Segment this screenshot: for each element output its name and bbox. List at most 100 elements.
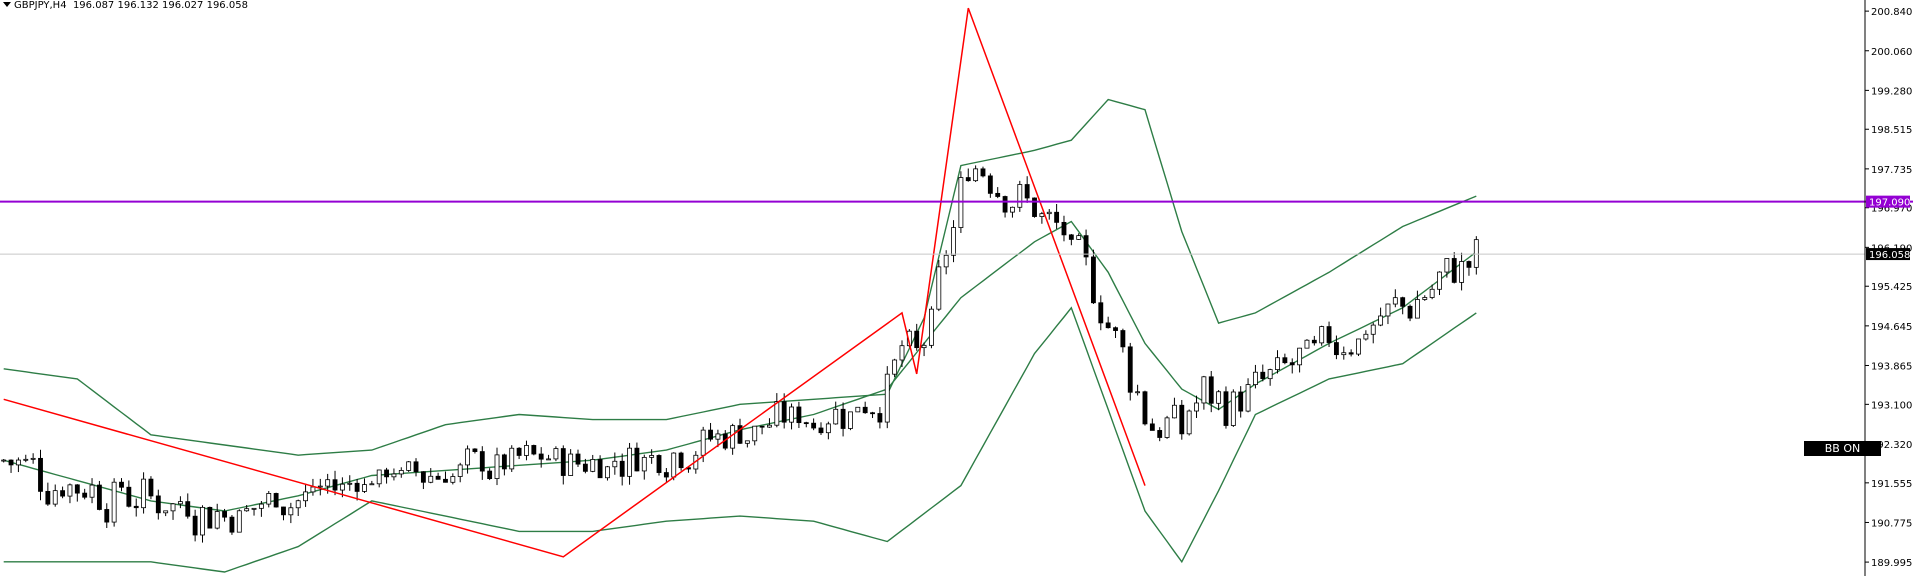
candle: [877, 407, 883, 429]
candle: [1304, 339, 1310, 349]
candle: [627, 442, 632, 485]
candle: [1459, 252, 1465, 291]
candle: [1105, 316, 1111, 329]
y-tick-label: 196.970: [1871, 204, 1912, 215]
candle: [1370, 322, 1376, 344]
candle: [796, 401, 802, 429]
candle: [899, 340, 905, 368]
candle: [398, 467, 404, 478]
candle: [1142, 390, 1148, 426]
candle: [708, 422, 713, 442]
candle: [1297, 347, 1303, 373]
y-tick-label: 189.995: [1871, 558, 1912, 569]
candle: [472, 448, 478, 454]
candle: [273, 492, 279, 508]
high-value: 196.132: [117, 0, 159, 11]
candle: [450, 473, 456, 485]
y-tick-label: 195.425: [1871, 282, 1912, 293]
candle: [60, 486, 66, 499]
candle: [855, 406, 861, 413]
candle: [38, 449, 43, 501]
candle: [870, 411, 875, 419]
candle: [1238, 386, 1244, 418]
candle: [1311, 335, 1317, 346]
candle: [634, 442, 640, 472]
candle: [678, 451, 684, 471]
candle: [1039, 211, 1045, 224]
candle: [89, 478, 95, 504]
candle: [1230, 389, 1236, 427]
upper-band: [3, 98, 1477, 456]
candle: [435, 472, 441, 480]
candle: [553, 446, 559, 462]
candle: [1437, 271, 1442, 296]
candle: [590, 454, 596, 473]
candle: [479, 446, 485, 480]
candle: [951, 220, 956, 263]
candle: [619, 453, 625, 486]
candle: [15, 457, 21, 473]
candle: [789, 403, 794, 430]
candle: [767, 418, 772, 428]
candle: [1201, 375, 1207, 410]
candle: [524, 440, 529, 461]
y-tick-label: 192.320: [1871, 440, 1912, 451]
candle: [965, 168, 971, 182]
close-value: 196.058: [206, 0, 248, 11]
candle: [1098, 295, 1104, 331]
candle: [1260, 364, 1266, 382]
chart-header: GBPJPY,H4 196.087 196.132 196.027 196.05…: [3, 0, 248, 11]
candle: [303, 483, 308, 507]
candle: [222, 508, 228, 522]
candle: [1113, 326, 1118, 339]
candle: [1054, 203, 1060, 229]
candle: [980, 166, 986, 178]
candle: [1407, 304, 1413, 322]
candle: [818, 422, 824, 435]
candle: [1473, 236, 1479, 275]
candle: [825, 421, 831, 440]
candle: [207, 506, 213, 529]
dropdown-triangle-icon[interactable]: [3, 2, 11, 7]
candle: [995, 187, 1001, 199]
candle: [663, 468, 669, 482]
candle: [420, 471, 426, 490]
y-tick-label: 198.515: [1871, 125, 1912, 136]
candles: [1, 165, 1479, 543]
candle: [1252, 364, 1258, 389]
candle: [737, 418, 743, 444]
candle: [1333, 335, 1339, 360]
candle: [1179, 399, 1185, 440]
candle: [487, 468, 493, 481]
bb-on-badge[interactable]: BB ON: [1804, 441, 1881, 456]
candle: [1422, 295, 1428, 301]
candle: [1400, 296, 1406, 315]
candle: [74, 484, 80, 502]
candle: [428, 468, 434, 484]
candle: [1363, 330, 1369, 341]
candle: [30, 453, 36, 464]
candle: [1024, 176, 1030, 203]
candle: [229, 515, 235, 535]
candle: [1223, 386, 1229, 429]
candle: [649, 449, 655, 464]
candle: [8, 459, 14, 473]
candle: [155, 489, 161, 520]
candle: [1194, 395, 1199, 418]
candle: [1289, 358, 1295, 374]
candle: [295, 499, 301, 516]
candle: [347, 475, 353, 491]
candle: [774, 393, 780, 428]
candle: [177, 496, 183, 509]
candle: [987, 173, 993, 198]
candle: [1348, 349, 1354, 357]
y-tick-label: 191.555: [1871, 479, 1912, 490]
candle: [236, 509, 242, 533]
candle: [104, 503, 110, 528]
level-price-tag: 197.090: [1869, 198, 1910, 209]
candle: [1120, 328, 1126, 353]
candle: [730, 423, 736, 455]
candle: [973, 165, 979, 183]
candle: [1017, 180, 1023, 212]
